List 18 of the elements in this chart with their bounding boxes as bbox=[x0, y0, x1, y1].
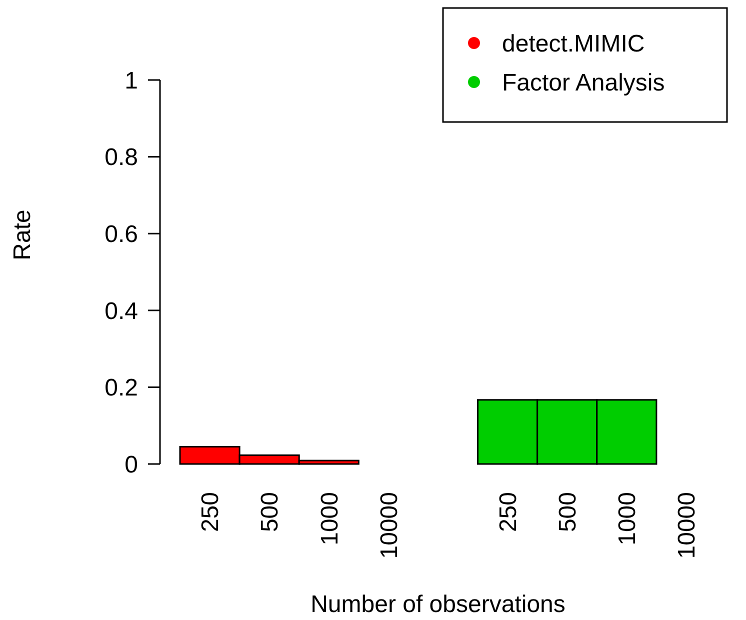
y-axis-title: Rate bbox=[9, 210, 36, 260]
x-tick-label: 250 bbox=[197, 492, 224, 532]
x-tick-label: 1000 bbox=[614, 492, 642, 546]
x-tick-label: 250 bbox=[494, 492, 522, 532]
y-tick-label: 0.6 bbox=[104, 221, 138, 248]
x-tick-label: 10000 bbox=[674, 492, 701, 559]
x-tick-label: 500 bbox=[554, 492, 582, 532]
y-tick-label: 0.4 bbox=[104, 298, 138, 325]
y-tick-label: 0.2 bbox=[104, 374, 138, 402]
x-tick-label: 500 bbox=[256, 492, 284, 532]
y-tick-label: 1 bbox=[124, 67, 138, 94]
legend-label: Factor Analysis bbox=[502, 69, 665, 96]
y-tick-label: 0 bbox=[124, 451, 138, 478]
x-axis-title: Number of observations bbox=[310, 591, 566, 618]
y-tick-label: 0.8 bbox=[104, 144, 138, 172]
x-tick-label: 10000 bbox=[376, 492, 403, 559]
x-tick-label: 1000 bbox=[316, 492, 344, 546]
legend-label: detect.MIMIC bbox=[502, 30, 645, 58]
